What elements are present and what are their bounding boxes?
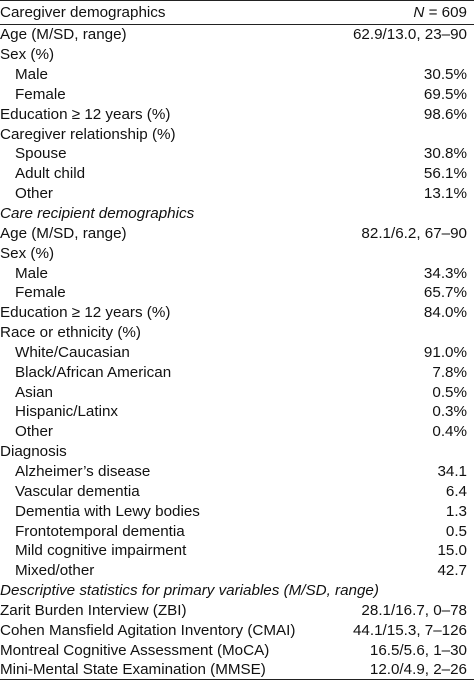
row-label: Cohen Mansfield Agitation Inventory (CMA… xyxy=(0,621,296,639)
row-label: Education ≥ 12 years (%) xyxy=(0,105,171,123)
row-label: Montreal Cognitive Assessment (MoCA) xyxy=(0,641,270,659)
row-value: 34.1 xyxy=(437,462,467,480)
table-row: Montreal Cognitive Assessment (MoCA) 16.5… xyxy=(0,640,474,660)
table-row: Caregiver relationship (%) xyxy=(0,124,474,144)
row-value: 91.0% xyxy=(423,343,467,361)
header-n-symbol: N xyxy=(413,4,425,21)
row-value: 12.0/4.9, 2–26 xyxy=(369,660,467,678)
row-value: 0.5% xyxy=(432,383,467,401)
row-value: 0.4% xyxy=(432,423,467,441)
row-label: Alzheimer’s disease xyxy=(15,462,151,480)
row-label: Diagnosis xyxy=(0,443,67,461)
table-row: Race or ethnicity (%) xyxy=(0,323,474,343)
row-label: Female xyxy=(15,284,66,302)
header-label: Caregiver demographics xyxy=(0,4,166,21)
row-value: 62.9/13.0, 23–90 xyxy=(352,26,467,44)
row-value: 84.0% xyxy=(423,304,467,322)
row-label: Descriptive statistics for primary varia… xyxy=(0,582,379,600)
row-label: Age (M/SD, range) xyxy=(0,26,127,44)
table-row: Female 65.7% xyxy=(0,283,474,303)
section-heading-row: Descriptive statistics for primary varia… xyxy=(0,581,474,601)
table-row: Vascular dementia 6.4 xyxy=(0,481,474,501)
row-label: Caregiver relationship (%) xyxy=(0,125,176,143)
table-row: Diagnosis xyxy=(0,442,474,462)
row-label: Education ≥ 12 years (%) xyxy=(0,304,171,322)
row-value: 13.1% xyxy=(423,185,467,203)
row-label: Sex (%) xyxy=(0,46,55,64)
row-value: 15.0 xyxy=(437,542,467,560)
row-value: 42.7 xyxy=(437,562,467,580)
row-label: Other xyxy=(15,423,53,441)
row-value: 30.8% xyxy=(423,145,467,163)
section-heading-row: Care recipient demographics xyxy=(0,204,474,224)
header-n: N = 609 xyxy=(413,4,467,21)
row-value: 7.8% xyxy=(432,363,467,381)
row-label: Vascular dementia xyxy=(15,482,140,500)
row-value: 6.4 xyxy=(445,482,467,500)
table-row: Education ≥ 12 years (%) 84.0% xyxy=(0,303,474,323)
row-label: Zarit Burden Interview (ZBI) xyxy=(0,601,187,619)
row-label: Other xyxy=(15,185,53,203)
row-value: 0.3% xyxy=(432,403,467,421)
table-row: Sex (%) xyxy=(0,243,474,263)
row-value: 56.1% xyxy=(423,165,467,183)
row-label: Age (M/SD, range) xyxy=(0,224,127,242)
table-row: Other 13.1% xyxy=(0,184,474,204)
row-value: 44.1/15.3, 7–126 xyxy=(352,621,467,639)
table-body: Age (M/SD, range) 62.9/13.0, 23–90 Sex (%)… xyxy=(0,25,474,680)
row-label: Male xyxy=(15,264,48,282)
row-value: 30.5% xyxy=(423,66,467,84)
table-row: White/Caucasian 91.0% xyxy=(0,343,474,363)
table-row: Dementia with Lewy bodies 1.3 xyxy=(0,501,474,521)
row-value: 16.5/5.6, 1–30 xyxy=(369,641,467,659)
table-row: Female 69.5% xyxy=(0,85,474,105)
table-row: Education ≥ 12 years (%) 98.6% xyxy=(0,104,474,124)
table-row: Hispanic/Latinx 0.3% xyxy=(0,402,474,422)
row-label: Sex (%) xyxy=(0,244,55,262)
row-value: 98.6% xyxy=(423,105,467,123)
row-value: 34.3% xyxy=(423,264,467,282)
table-row: Zarit Burden Interview (ZBI) 28.1/16.7, 0… xyxy=(0,600,474,620)
table-row: Age (M/SD, range) 62.9/13.0, 23–90 xyxy=(0,25,474,45)
row-label: Adult child xyxy=(15,165,86,183)
table-row: Asian 0.5% xyxy=(0,382,474,402)
header-n-value: = 609 xyxy=(424,4,467,21)
row-label: Spouse xyxy=(15,145,67,163)
table-row: Male 30.5% xyxy=(0,65,474,85)
table-row: Adult child 56.1% xyxy=(0,164,474,184)
table-row: Mixed/other 42.7 xyxy=(0,561,474,581)
table-row: Other 0.4% xyxy=(0,422,474,442)
table-row: Black/African American 7.8% xyxy=(0,362,474,382)
row-value: 28.1/16.7, 0–78 xyxy=(361,601,467,619)
row-value: 0.5 xyxy=(445,522,467,540)
table-row: Mild cognitive impairment 15.0 xyxy=(0,541,474,561)
row-value: 1.3 xyxy=(445,502,467,520)
row-label: Mini-Mental State Examination (MMSE) xyxy=(0,660,266,678)
row-label: Black/African American xyxy=(15,363,172,381)
row-value: 82.1/6.2, 67–90 xyxy=(361,224,467,242)
table-row: Frontotemporal dementia 0.5 xyxy=(0,521,474,541)
row-label: Female xyxy=(15,85,66,103)
table-header-row: Caregiver demographics N = 609 xyxy=(0,0,474,25)
row-value: 69.5% xyxy=(423,85,467,103)
row-label: Asian xyxy=(15,383,53,401)
row-label: Race or ethnicity (%) xyxy=(0,324,141,342)
row-label: Care recipient demographics xyxy=(0,205,195,223)
row-label: Hispanic/Latinx xyxy=(15,403,118,421)
row-label: Mixed/other xyxy=(15,562,95,580)
row-label: Male xyxy=(15,66,48,84)
row-value: 65.7% xyxy=(423,284,467,302)
table-row: Cohen Mansfield Agitation Inventory (CMA… xyxy=(0,620,474,640)
row-label: Frontotemporal dementia xyxy=(15,522,185,540)
row-label: White/Caucasian xyxy=(15,343,130,361)
table-row: Sex (%) xyxy=(0,45,474,65)
table-row: Mini-Mental State Examination (MMSE) 12.0… xyxy=(0,660,474,680)
table-row: Age (M/SD, range) 82.1/6.2, 67–90 xyxy=(0,223,474,243)
table-row: Alzheimer’s disease 34.1 xyxy=(0,462,474,482)
table-row: Spouse 30.8% xyxy=(0,144,474,164)
row-label: Mild cognitive impairment xyxy=(15,542,187,560)
table-row: Male 34.3% xyxy=(0,263,474,283)
row-label: Dementia with Lewy bodies xyxy=(15,502,200,520)
